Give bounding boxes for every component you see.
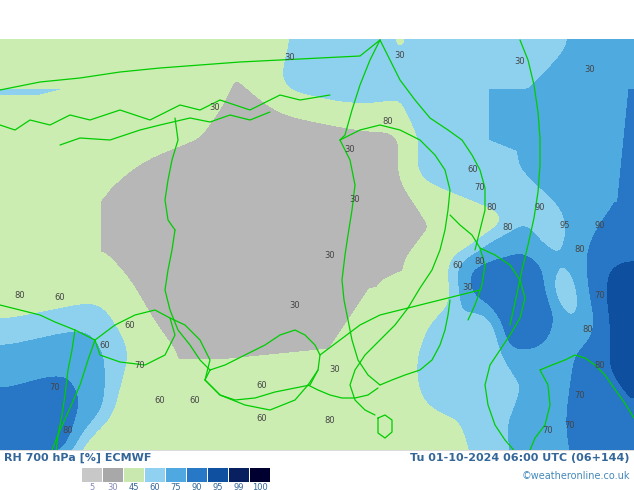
- Bar: [229, 468, 249, 482]
- Text: 80: 80: [595, 361, 605, 369]
- Text: 80: 80: [475, 258, 485, 267]
- Text: 45: 45: [129, 483, 139, 490]
- Text: 60: 60: [150, 483, 160, 490]
- Text: 60: 60: [55, 294, 65, 302]
- Bar: [166, 468, 186, 482]
- Text: 30: 30: [585, 66, 595, 74]
- Text: 60: 60: [257, 414, 268, 422]
- Bar: [103, 468, 123, 482]
- Text: 100: 100: [252, 483, 268, 490]
- Text: 95: 95: [213, 483, 223, 490]
- Text: 60: 60: [468, 166, 478, 174]
- Text: 30: 30: [108, 483, 119, 490]
- Text: 90: 90: [534, 203, 545, 213]
- Text: 60: 60: [190, 395, 200, 405]
- Bar: [124, 468, 144, 482]
- Text: 30: 30: [345, 146, 355, 154]
- Text: 30: 30: [290, 300, 301, 310]
- Text: 80: 80: [487, 203, 497, 213]
- Text: 5: 5: [89, 483, 94, 490]
- Text: 60: 60: [257, 381, 268, 390]
- Bar: [187, 468, 207, 482]
- Text: 60: 60: [155, 395, 165, 405]
- Text: 75: 75: [171, 483, 181, 490]
- Text: 70: 70: [475, 183, 485, 193]
- Text: Tu 01-10-2024 06:00 UTC (06+144): Tu 01-10-2024 06:00 UTC (06+144): [410, 453, 630, 463]
- Text: 70: 70: [565, 420, 575, 430]
- Text: ©weatheronline.co.uk: ©weatheronline.co.uk: [522, 471, 630, 481]
- Text: 95: 95: [560, 220, 570, 229]
- Text: 70: 70: [543, 425, 553, 435]
- Text: 60: 60: [125, 320, 135, 329]
- Text: 30: 30: [210, 103, 220, 113]
- Bar: [82, 468, 102, 482]
- Text: 70: 70: [134, 361, 145, 369]
- Text: 70: 70: [595, 291, 605, 299]
- Text: 30: 30: [395, 51, 405, 60]
- Text: 30: 30: [285, 53, 295, 63]
- Text: 60: 60: [453, 261, 463, 270]
- Text: 90: 90: [191, 483, 202, 490]
- Text: 70: 70: [574, 391, 585, 399]
- Text: 80: 80: [383, 118, 393, 126]
- Text: 80: 80: [63, 425, 74, 435]
- Text: 30: 30: [515, 57, 526, 67]
- Text: 30: 30: [463, 284, 474, 293]
- Text: RH 700 hPa [%] ECMWF: RH 700 hPa [%] ECMWF: [4, 453, 152, 463]
- Bar: [208, 468, 228, 482]
- Text: 80: 80: [583, 325, 593, 335]
- Text: 99: 99: [234, 483, 244, 490]
- Text: 30: 30: [350, 196, 360, 204]
- Text: 90: 90: [595, 220, 605, 229]
- Text: 80: 80: [15, 291, 25, 299]
- Bar: [0, 450, 634, 490]
- Text: 80: 80: [574, 245, 585, 254]
- Text: 30: 30: [325, 250, 335, 260]
- Bar: [250, 468, 270, 482]
- Text: 80: 80: [325, 416, 335, 424]
- Text: 60: 60: [100, 341, 110, 349]
- Text: 70: 70: [49, 384, 60, 392]
- Text: 80: 80: [503, 223, 514, 232]
- Text: 30: 30: [330, 366, 340, 374]
- Bar: [145, 468, 165, 482]
